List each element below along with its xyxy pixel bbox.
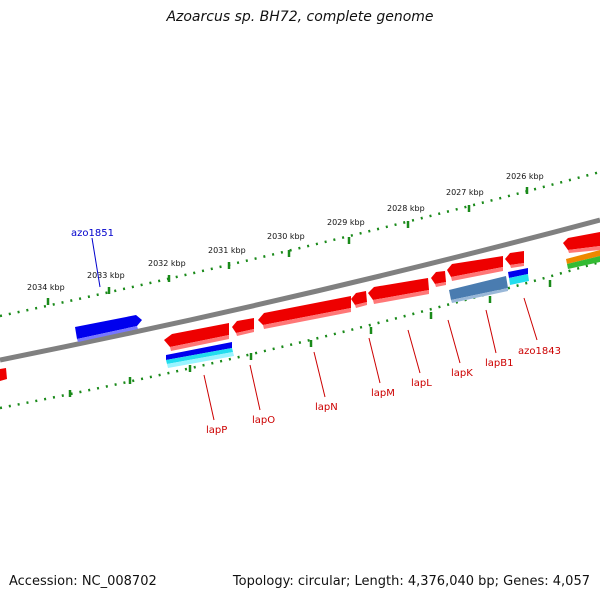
label-azo1843: azo1843 (518, 346, 561, 357)
leader-lapL (407, 329, 421, 374)
genome-title: Azoarcus sp. BH72, complete genome (166, 9, 434, 25)
leader-lapP (203, 374, 215, 421)
leader-lapK (447, 319, 461, 364)
leader-lapM (368, 337, 381, 384)
accession-text: Accession: NC_008702 (9, 574, 157, 589)
label-lapB1: lapB1 (485, 358, 513, 369)
label-lapL: lapL (411, 378, 432, 389)
feature-bar-left[interactable] (166, 342, 234, 368)
gene-lapB1[interactable] (447, 256, 503, 281)
gene-lapM[interactable] (351, 291, 367, 308)
gene-left-edge[interactable] (0, 368, 7, 381)
leader-lapB1 (485, 309, 497, 354)
tick-label-2032: 2032 kbp (148, 259, 186, 268)
upper-major-ticks (46, 187, 529, 305)
gene-lapN[interactable] (258, 296, 351, 329)
tick-label-2034: 2034 kbp (27, 283, 65, 292)
tick-label-2026: 2026 kbp (506, 172, 544, 181)
gene-labels: azo1851 lapP lapO lapN lapM lapL lapK la… (71, 228, 561, 436)
tick-labels: 2026 kbp 2027 kbp 2028 kbp 2029 kbp 2030… (27, 172, 544, 292)
feature-bar-edge[interactable] (566, 250, 600, 269)
lower-major-ticks (68, 280, 552, 397)
label-leaders (91, 237, 538, 421)
label-lapM: lapM (371, 388, 395, 399)
label-lapP: lapP (206, 425, 227, 436)
genome-summary-text: Topology: circular; Length: 4,376,040 bp… (232, 574, 590, 589)
label-azo1851: azo1851 (71, 228, 114, 239)
leader-azo1843 (523, 297, 538, 341)
feature-bar-right[interactable] (508, 268, 529, 285)
tick-label-2028: 2028 kbp (387, 204, 425, 213)
leader-lapO (249, 364, 261, 411)
leader-azo1851 (91, 237, 101, 288)
tick-label-2031: 2031 kbp (208, 246, 246, 255)
gene-right-edge[interactable] (563, 232, 600, 253)
label-lapK: lapK (451, 368, 473, 379)
tick-label-2029: 2029 kbp (327, 218, 365, 227)
upper-scale-track (0, 170, 600, 318)
tick-label-2027: 2027 kbp (446, 188, 484, 197)
genome-backbone (0, 217, 600, 363)
label-lapO: lapO (252, 415, 275, 426)
tick-label-2030: 2030 kbp (267, 232, 305, 241)
tick-label-2033: 2033 kbp (87, 271, 125, 280)
leader-lapN (313, 351, 326, 398)
lower-scale-track (0, 260, 600, 410)
gene-lapK[interactable] (431, 271, 446, 287)
gene-azo1843[interactable] (505, 251, 524, 268)
gene-lapL[interactable] (368, 278, 429, 304)
feature-bar-middle[interactable] (449, 276, 508, 303)
label-lapN: lapN (315, 402, 338, 413)
gene-lapO[interactable] (232, 318, 254, 336)
gene-lapP[interactable] (164, 323, 229, 351)
gene-azo1851[interactable] (75, 315, 142, 342)
